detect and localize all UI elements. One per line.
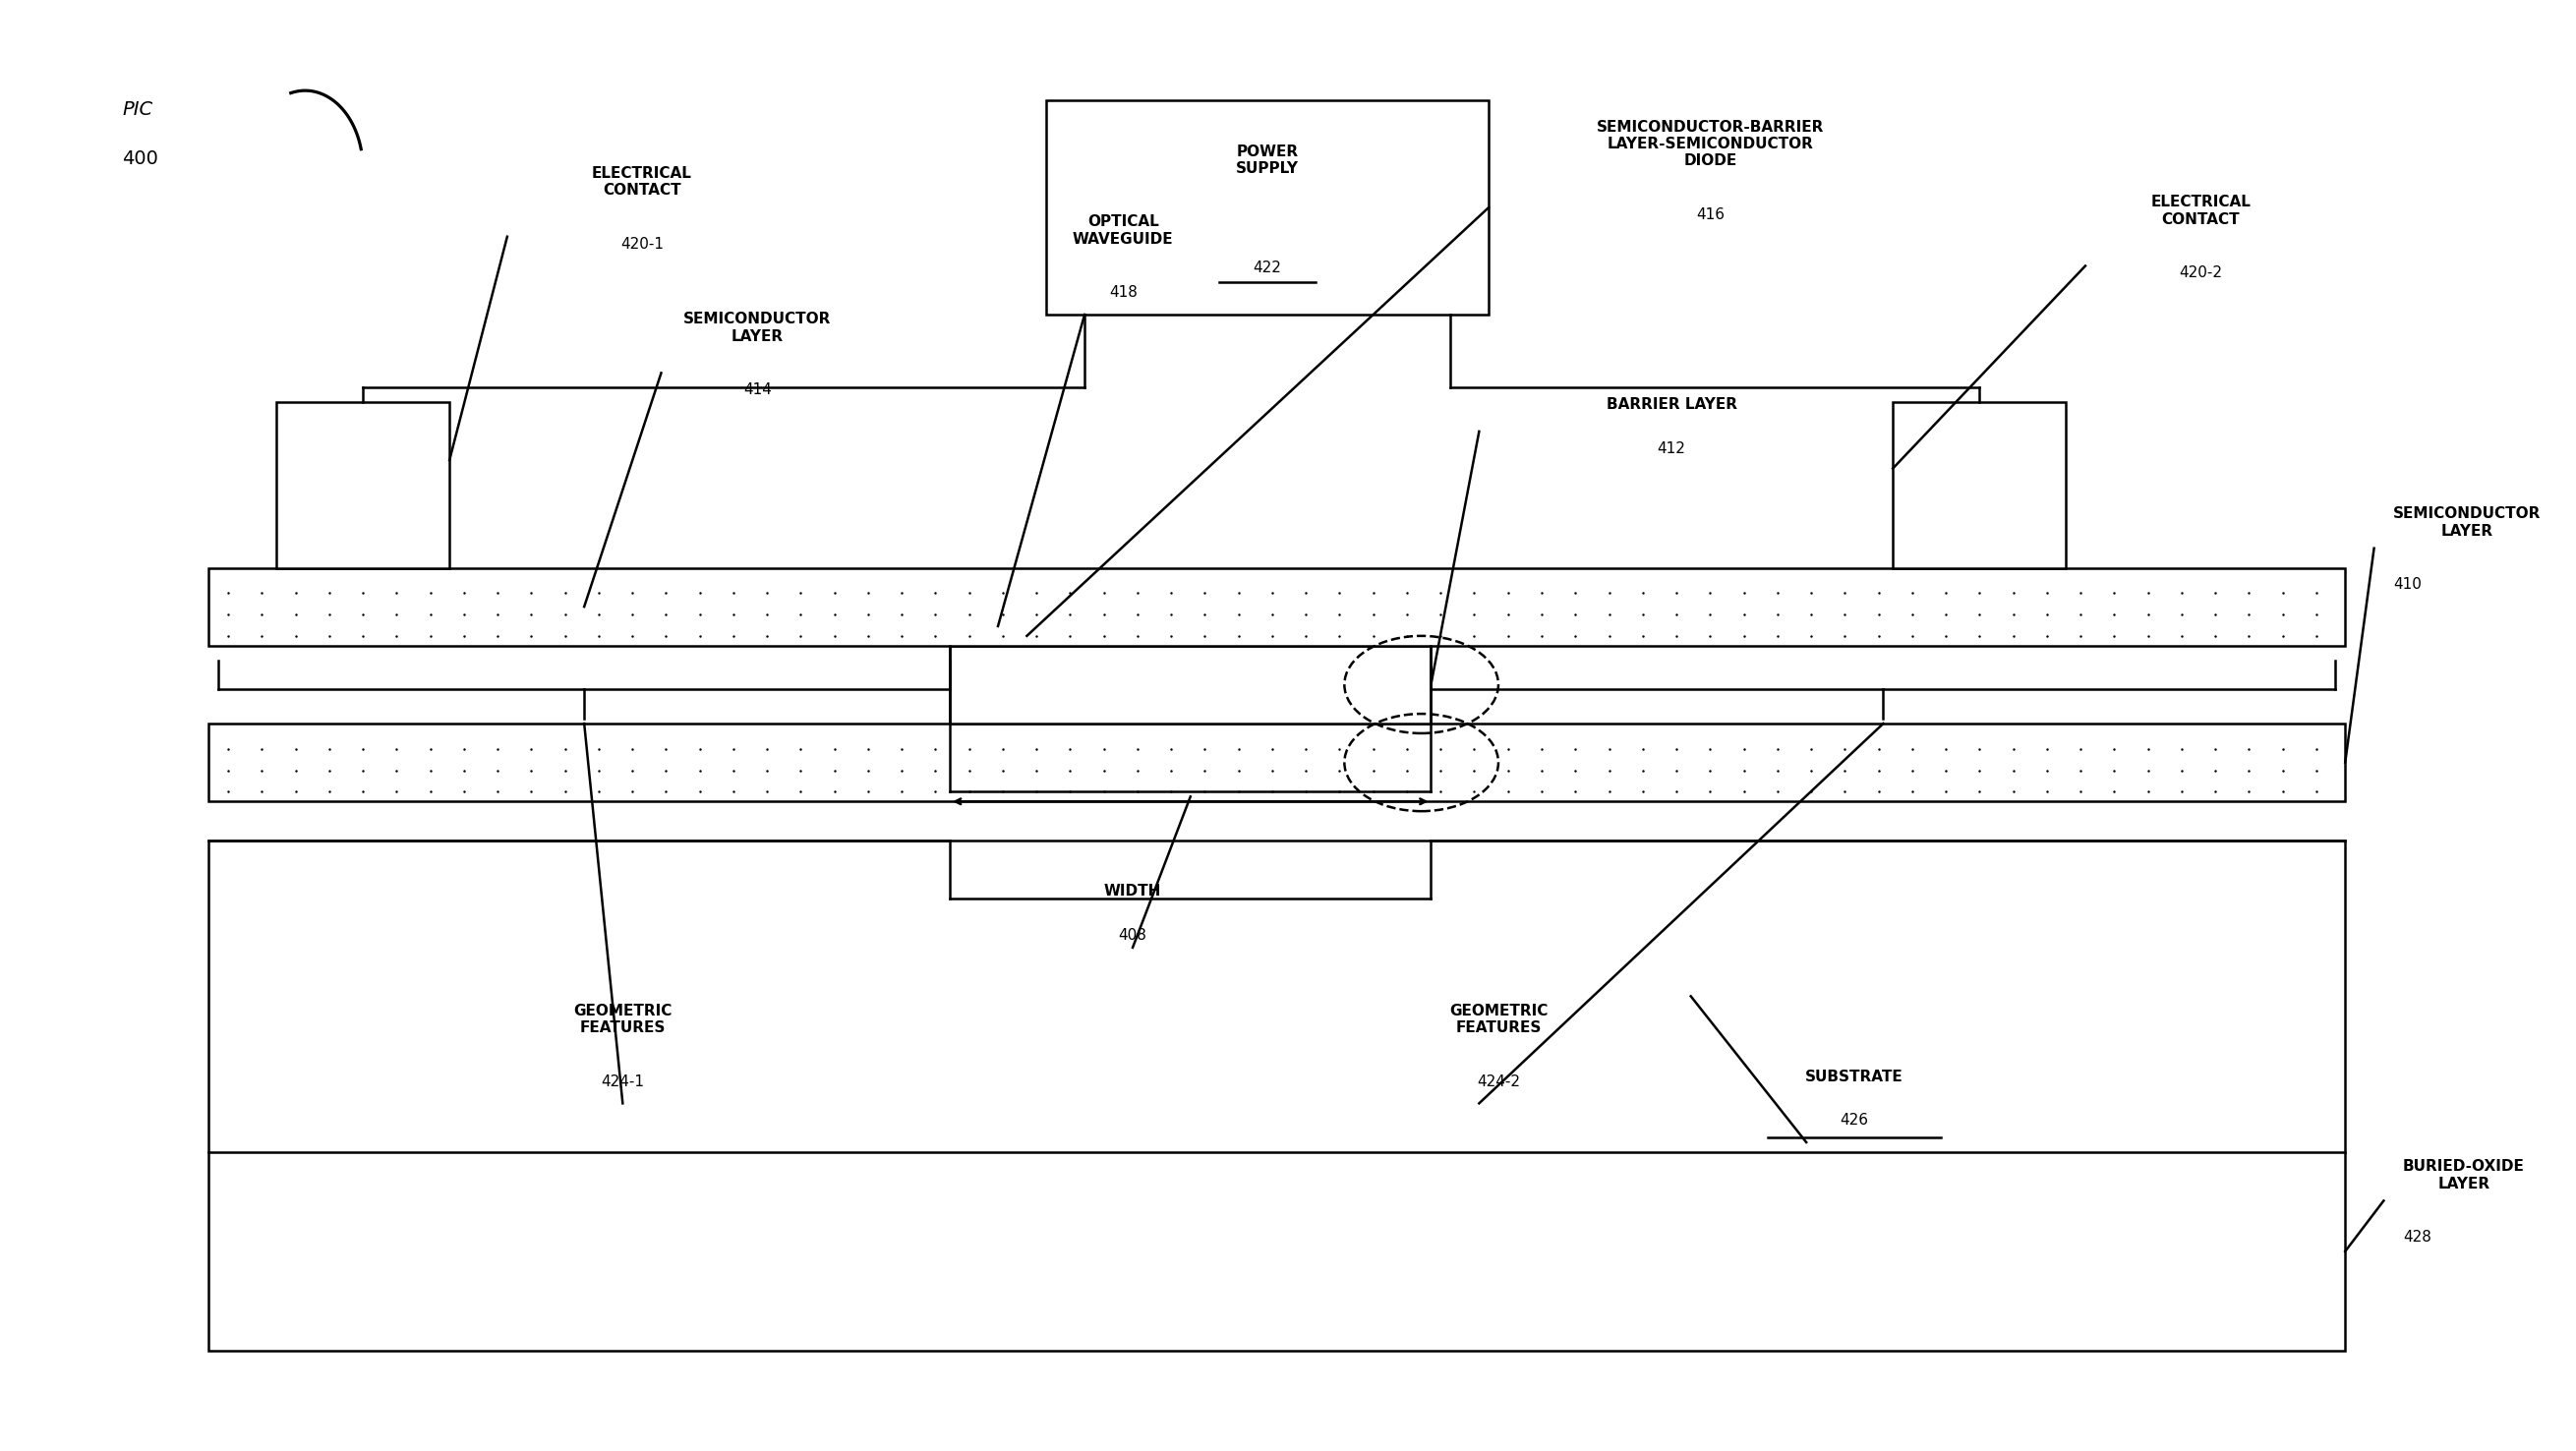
Text: 400: 400 <box>121 149 160 168</box>
Text: WIDTH: WIDTH <box>1105 884 1162 898</box>
Text: 412: 412 <box>1656 441 1685 456</box>
Text: POWER
SUPPLY: POWER SUPPLY <box>1236 144 1298 176</box>
Text: SUBSTRATE: SUBSTRATE <box>1806 1069 1904 1084</box>
Bar <box>1893 402 2066 567</box>
Text: SEMICONDUCTOR
LAYER: SEMICONDUCTOR LAYER <box>683 312 832 344</box>
Text: 422: 422 <box>1252 260 1283 274</box>
Bar <box>1046 100 1489 315</box>
Text: 414: 414 <box>744 383 773 398</box>
Text: GEOMETRIC
FEATURES: GEOMETRIC FEATURES <box>574 1003 672 1035</box>
Bar <box>276 402 448 567</box>
Bar <box>951 646 1432 724</box>
Text: ELECTRICAL
CONTACT: ELECTRICAL CONTACT <box>2151 194 2251 226</box>
Text: 420-2: 420-2 <box>2179 266 2223 280</box>
Text: ELECTRICAL
CONTACT: ELECTRICAL CONTACT <box>592 165 693 197</box>
Text: OPTICAL
WAVEGUIDE: OPTICAL WAVEGUIDE <box>1072 215 1175 247</box>
Text: SEMICONDUCTOR
LAYER: SEMICONDUCTOR LAYER <box>2393 506 2540 538</box>
Text: 408: 408 <box>1118 929 1146 943</box>
Text: 424-1: 424-1 <box>600 1074 644 1088</box>
Text: 420-1: 420-1 <box>621 237 665 251</box>
Text: BURIED-OXIDE
LAYER: BURIED-OXIDE LAYER <box>2403 1159 2524 1191</box>
Bar <box>209 840 2344 1351</box>
Text: 416: 416 <box>1695 207 1723 222</box>
Text: 428: 428 <box>2403 1230 2432 1245</box>
Text: PIC: PIC <box>121 100 152 119</box>
Text: 424-2: 424-2 <box>1476 1074 1520 1088</box>
Bar <box>209 724 2344 801</box>
Text: GEOMETRIC
FEATURES: GEOMETRIC FEATURES <box>1450 1003 1548 1035</box>
Text: SEMICONDUCTOR-BARRIER
LAYER-SEMICONDUCTOR
DIODE: SEMICONDUCTOR-BARRIER LAYER-SEMICONDUCTO… <box>1597 119 1824 168</box>
Bar <box>209 567 2344 646</box>
Text: BARRIER LAYER: BARRIER LAYER <box>1607 398 1736 412</box>
Text: 418: 418 <box>1108 286 1136 300</box>
Text: 426: 426 <box>1839 1113 1868 1127</box>
Text: 410: 410 <box>2393 577 2421 592</box>
